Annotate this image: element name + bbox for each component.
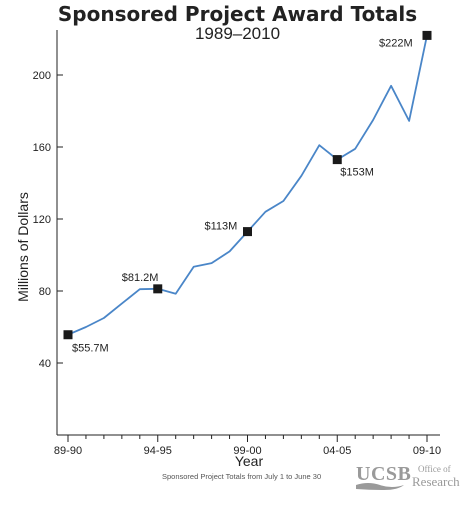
y-tick-label: 120 [33,214,51,226]
data-marker [63,330,73,340]
chart-title: Sponsored Project Award Totals [57,2,418,26]
logo-wave [356,483,404,490]
x-tick-label: 09-10 [413,445,441,457]
logo-brand: UCSB [356,463,411,485]
x-tick-label: 94-95 [144,445,172,457]
data-label: $222M [379,37,413,49]
data-marker [332,155,342,165]
footnote: Sponsored Project Totals from July 1 to … [162,472,322,481]
data-marker [422,30,432,40]
series-line [67,35,428,336]
x-tick-label: 99-00 [233,445,261,457]
data-label: $55.7M [72,343,109,355]
ucsb-office-of-research-logo: UCSB Office of Research [356,463,460,490]
x-tick-label: 89-90 [54,445,82,457]
axes: 40 80 120 160 200 89-90 94-95 99-00 04-05 09-10 [33,30,441,457]
marker-layer: $55.7M $81.2M $113M $153M $222M [63,30,432,355]
x-tick-label: 04-05 [323,445,351,457]
data-label: $153M [340,167,374,179]
data-label: $81.2M [122,272,159,284]
y-tick-label: 160 [33,142,51,154]
y-axis-title: Millions of Dollars [15,192,31,302]
data-marker [153,284,163,294]
data-label: $113M [205,221,238,233]
x-axis-title: Year [235,453,264,469]
y-tick-label: 40 [39,358,51,370]
data-marker [243,227,252,237]
y-tick-label: 80 [39,286,51,298]
logo-line1: Office of [418,464,451,474]
logo-line2: Research [412,474,460,489]
series-layer [67,35,428,336]
chart-subtitle: 1989–2010 [194,24,281,43]
y-tick-label: 200 [33,70,51,82]
